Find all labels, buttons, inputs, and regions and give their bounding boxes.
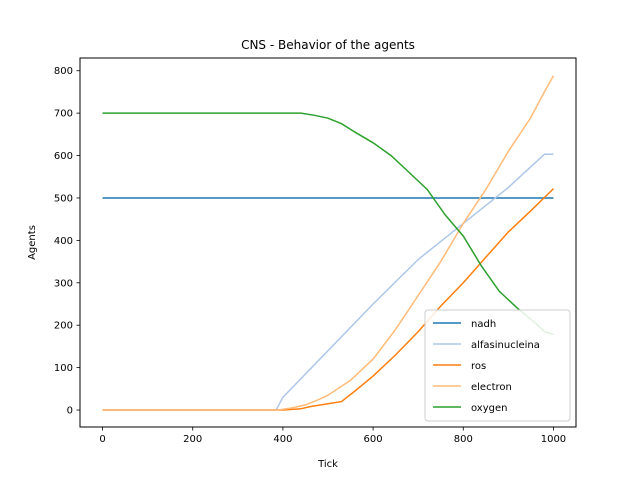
legend-label-oxygen: oxygen (471, 403, 507, 414)
y-tick-label: 500 (54, 193, 73, 204)
legend: nadh alfasinucleina ros electron oxygen (424, 309, 571, 422)
x-axis-label: Tick (317, 459, 338, 470)
legend-label-nadh: nadh (471, 319, 496, 330)
series-line-ros (102, 188, 555, 411)
series-line-alfasinucleina (102, 153, 554, 411)
legend-label-alfasinucleina: alfasinucleina (471, 340, 540, 351)
series-line-electron (102, 75, 555, 411)
x-tick-label: 0 (99, 434, 105, 445)
x-tick-label: 600 (364, 434, 383, 445)
axis-ticks: 0 200 400 600 800 1000 0 100 200 300 400 500 600 700 8… (54, 66, 566, 445)
y-tick-label: 700 (54, 109, 73, 120)
y-axis-label: Agents (27, 225, 38, 260)
x-tick-label: 200 (183, 434, 202, 445)
y-tick-label: 400 (54, 236, 73, 247)
y-tick-label: 0 (67, 406, 73, 417)
y-tick-label: 800 (54, 66, 73, 77)
x-tick-label: 800 (454, 434, 473, 445)
x-tick-label: 1000 (541, 434, 566, 445)
y-tick-label: 600 (54, 151, 73, 162)
chart-title: CNS - Behavior of the agents (241, 38, 415, 52)
x-tick-label: 400 (273, 434, 292, 445)
axes-frame (79, 57, 577, 428)
y-tick-label: 200 (54, 321, 73, 332)
y-tick-label: 100 (54, 363, 73, 374)
legend-label-electron: electron (471, 382, 512, 393)
legend-label-ros: ros (471, 361, 486, 372)
legend-box (424, 309, 571, 422)
y-tick-label: 300 (54, 278, 73, 289)
